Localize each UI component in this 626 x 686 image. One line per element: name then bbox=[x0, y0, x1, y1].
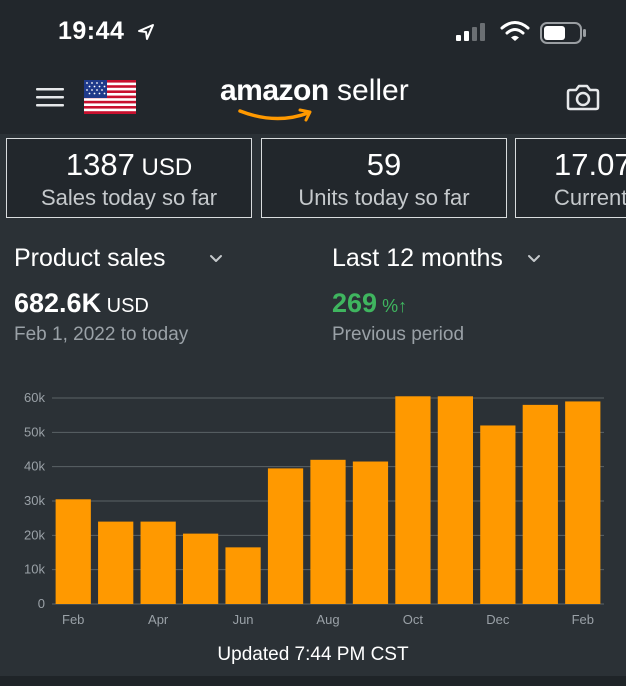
x-tick-label: Feb bbox=[572, 612, 594, 627]
x-tick-label: Jun bbox=[233, 612, 254, 627]
y-tick-label: 40k bbox=[24, 459, 45, 474]
previous-period-label: Previous period bbox=[332, 324, 465, 345]
y-tick-label: 50k bbox=[24, 424, 45, 439]
logo-text-light: seller bbox=[328, 74, 409, 107]
period-dropdown[interactable]: Last 12 months bbox=[332, 244, 542, 273]
x-tick-label: Dec bbox=[486, 612, 510, 627]
x-tick-label: Oct bbox=[403, 612, 424, 627]
y-tick-label: 0 bbox=[38, 596, 45, 611]
bar-aug-6[interactable] bbox=[310, 459, 346, 604]
y-tick-label: 10k bbox=[24, 562, 45, 577]
camera-icon[interactable] bbox=[566, 82, 600, 112]
battery-icon bbox=[540, 22, 586, 44]
logo-text-bold: amazon bbox=[220, 74, 329, 107]
bar-mar-1[interactable] bbox=[98, 521, 134, 604]
wifi-icon bbox=[500, 21, 530, 41]
bar-feb-12[interactable] bbox=[565, 401, 601, 604]
kpi-value: 1387 bbox=[65, 147, 135, 182]
bar-jan-11[interactable] bbox=[522, 404, 558, 604]
bar-jun-4[interactable] bbox=[225, 547, 261, 604]
chevron-down-icon bbox=[210, 255, 223, 263]
status-time: 19:44 bbox=[58, 17, 125, 45]
kpi-label: Current bbox=[554, 185, 626, 210]
metric-dropdown[interactable]: Product sales bbox=[14, 244, 224, 273]
total-sales-unit: USD bbox=[101, 295, 149, 317]
bar-dec-10[interactable] bbox=[480, 425, 516, 604]
kpi-card-sales-today[interactable]: 1387 USD Sales today so far bbox=[6, 138, 252, 218]
location-arrow-icon bbox=[138, 24, 154, 40]
updated-timestamp: Updated 7:44 PM CST bbox=[217, 644, 409, 665]
app-header: amazon seller bbox=[0, 66, 626, 130]
kpi-value: 59 bbox=[366, 147, 402, 182]
bar-feb-0[interactable] bbox=[55, 499, 91, 604]
y-tick-label: 20k bbox=[24, 527, 45, 542]
amazon-smile-icon bbox=[238, 108, 312, 122]
total-sales-value: 682.6K USD bbox=[14, 288, 149, 318]
bar-may-3[interactable] bbox=[182, 533, 219, 604]
status-bar: 19:44 bbox=[0, 0, 626, 66]
kpi-card-units-today[interactable]: 59 Units today so far bbox=[261, 138, 507, 218]
x-tick-label: Apr bbox=[148, 612, 169, 627]
bar-jul-5[interactable] bbox=[267, 468, 304, 604]
kpi-label: Sales today so far bbox=[40, 185, 218, 210]
kpi-label: Units today so far bbox=[298, 185, 470, 210]
bar-apr-2[interactable] bbox=[140, 521, 176, 604]
hamburger-menu-icon[interactable] bbox=[36, 86, 64, 108]
us-flag-icon[interactable] bbox=[84, 80, 136, 114]
kpi-strip: 1387 USD Sales today so far 59 Units tod… bbox=[0, 134, 626, 226]
sales-bar-chart: 0 10k 20k 30k 40k 50k 60k Feb Apr Jun Aug Oct Dec Feb bbox=[24, 390, 604, 627]
amazon-seller-logo: amazon seller bbox=[220, 74, 420, 124]
x-tick-label: Feb bbox=[62, 612, 84, 627]
up-arrow-icon: ↑ bbox=[398, 296, 408, 316]
y-tick-label: 30k bbox=[24, 493, 45, 508]
chevron-down-icon bbox=[527, 255, 540, 263]
x-tick-label: Aug bbox=[316, 612, 339, 627]
change-unit: % bbox=[377, 296, 399, 316]
date-range: Feb 1, 2022 to today bbox=[14, 324, 189, 345]
bottom-divider bbox=[0, 676, 626, 686]
sales-section: Product sales Last 12 months 682.6K USD … bbox=[0, 226, 626, 686]
kpi-unit: USD bbox=[134, 154, 193, 181]
bar-oct-8[interactable] bbox=[395, 396, 431, 604]
metric-dropdown-label: Product sales bbox=[14, 244, 166, 272]
period-dropdown-label: Last 12 months bbox=[332, 244, 503, 272]
change-percent: 269 %↑ bbox=[332, 288, 408, 318]
cellular-signal-icon bbox=[456, 23, 485, 41]
bar-nov-9[interactable] bbox=[437, 396, 474, 604]
y-tick-label: 60k bbox=[24, 390, 45, 405]
kpi-value: 17.07 bbox=[554, 147, 626, 182]
kpi-card-current[interactable]: 17.07 Current bbox=[515, 138, 626, 218]
bar-sep-7[interactable] bbox=[352, 461, 389, 604]
